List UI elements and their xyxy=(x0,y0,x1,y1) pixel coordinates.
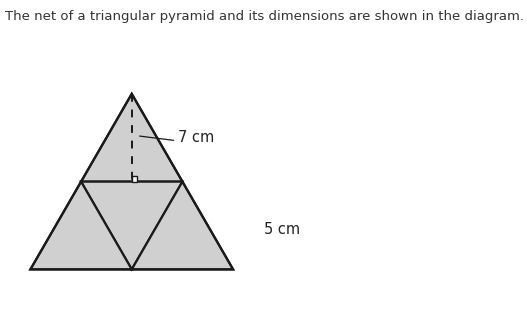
Polygon shape xyxy=(31,182,132,269)
Polygon shape xyxy=(132,176,138,182)
Polygon shape xyxy=(81,94,182,182)
Text: The net of a triangular pyramid and its dimensions are shown in the diagram.: The net of a triangular pyramid and its … xyxy=(5,10,524,23)
Polygon shape xyxy=(132,182,233,269)
Polygon shape xyxy=(81,182,182,269)
Text: 5 cm: 5 cm xyxy=(264,222,300,237)
Text: 7 cm: 7 cm xyxy=(178,130,214,145)
